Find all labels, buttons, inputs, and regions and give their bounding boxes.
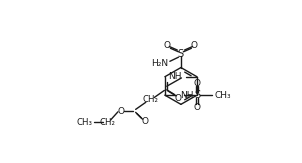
Text: H₂N: H₂N <box>151 59 168 68</box>
Text: CH₂: CH₂ <box>100 118 116 127</box>
Text: O: O <box>194 103 201 111</box>
Text: O: O <box>191 41 198 50</box>
Text: NH: NH <box>180 91 193 100</box>
Text: S: S <box>194 90 200 100</box>
Text: O: O <box>194 79 201 88</box>
Text: O: O <box>164 41 171 50</box>
Text: CH₂: CH₂ <box>142 95 158 104</box>
Text: CH₃: CH₃ <box>214 91 231 100</box>
Text: O: O <box>117 107 124 116</box>
Text: O: O <box>175 94 182 103</box>
Text: O: O <box>141 117 148 126</box>
Text: S: S <box>178 49 184 59</box>
Text: CH₃: CH₃ <box>77 118 92 127</box>
Text: NH: NH <box>169 72 182 81</box>
